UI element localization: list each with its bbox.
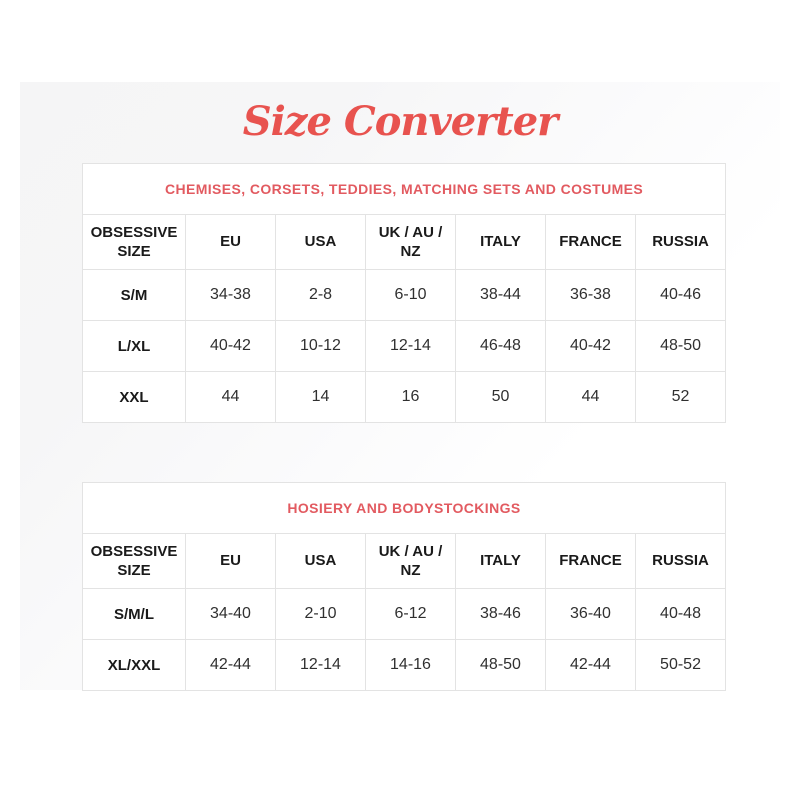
size-value: 6-10: [365, 269, 456, 321]
size-value: 40-42: [185, 320, 276, 372]
table-caption-row: CHEMISES, CORSETS, TEDDIES, MATCHING SET…: [81, 163, 727, 215]
table-caption: HOSIERY AND BODYSTOCKINGS: [81, 482, 727, 534]
col-header-italy: ITALY: [455, 214, 546, 270]
col-header-italy: ITALY: [455, 533, 546, 589]
size-value: 2-8: [275, 269, 366, 321]
table-caption-row: HOSIERY AND BODYSTOCKINGS: [81, 482, 727, 534]
size-table-hosiery: HOSIERY AND BODYSTOCKINGS OBSESSIVE SIZE…: [81, 482, 727, 691]
size-value: 48-50: [634, 320, 727, 372]
size-value: 38-46: [455, 588, 546, 640]
col-header-uk-au-nz: UK / AU / NZ: [365, 214, 456, 270]
size-value: 44: [545, 371, 636, 423]
size-value: 16: [365, 371, 456, 423]
size-value: 34-38: [185, 269, 276, 321]
table-header-row: OBSESSIVE SIZE EU USA UK / AU / NZ ITALY…: [82, 533, 727, 589]
size-label: S/M: [82, 269, 186, 321]
table-row: L/XL 40-42 10-12 12-14 46-48 40-42 48-50: [82, 320, 727, 372]
table-row: XXL 44 14 16 50 44 52: [82, 371, 727, 423]
size-value: 40-46: [634, 269, 727, 321]
col-header-usa: USA: [275, 533, 366, 589]
size-value: 12-14: [365, 320, 456, 372]
size-label: XL/XXL: [82, 639, 186, 691]
table-row: S/M 34-38 2-8 6-10 38-44 36-38 40-46: [82, 269, 727, 321]
size-value: 36-40: [545, 588, 636, 640]
col-header-france: FRANCE: [545, 533, 636, 589]
size-value: 42-44: [185, 639, 276, 691]
size-value: 6-12: [365, 588, 456, 640]
size-label: S/M/L: [82, 588, 186, 640]
col-header-russia: RUSSIA: [634, 533, 727, 589]
size-value: 50: [455, 371, 546, 423]
col-header-eu: EU: [185, 533, 276, 589]
size-converter-panel: Size Converter CHEMISES, CORSETS, TEDDIE…: [20, 82, 780, 691]
size-value: 2-10: [275, 588, 366, 640]
col-header-uk-au-nz: UK / AU / NZ: [365, 533, 456, 589]
col-header-france: FRANCE: [545, 214, 636, 270]
table-caption: CHEMISES, CORSETS, TEDDIES, MATCHING SET…: [81, 163, 727, 215]
table-row: S/M/L 34-40 2-10 6-12 38-46 36-40 40-48: [82, 588, 727, 640]
col-header-eu: EU: [185, 214, 276, 270]
size-value: 40-48: [634, 588, 727, 640]
size-value: 10-12: [275, 320, 366, 372]
size-value: 34-40: [185, 588, 276, 640]
size-value: 44: [185, 371, 276, 423]
col-header-obsessive-size: OBSESSIVE SIZE: [82, 533, 186, 589]
size-label: XXL: [82, 371, 186, 423]
col-header-russia: RUSSIA: [634, 214, 727, 270]
size-value: 14-16: [365, 639, 456, 691]
table-header-row: OBSESSIVE SIZE EU USA UK / AU / NZ ITALY…: [82, 214, 727, 270]
page-title: Size Converter: [242, 98, 559, 145]
size-value: 46-48: [455, 320, 546, 372]
size-table-chemises: CHEMISES, CORSETS, TEDDIES, MATCHING SET…: [81, 163, 727, 423]
size-value: 36-38: [545, 269, 636, 321]
size-value: 50-52: [634, 639, 727, 691]
table-row: XL/XXL 42-44 12-14 14-16 48-50 42-44 50-…: [82, 639, 727, 691]
size-value: 42-44: [545, 639, 636, 691]
size-value: 38-44: [455, 269, 546, 321]
size-label: L/XL: [82, 320, 186, 372]
col-header-usa: USA: [275, 214, 366, 270]
size-value: 48-50: [455, 639, 546, 691]
size-value: 14: [275, 371, 366, 423]
size-value: 52: [634, 371, 727, 423]
size-value: 12-14: [275, 639, 366, 691]
col-header-obsessive-size: OBSESSIVE SIZE: [82, 214, 186, 270]
size-value: 40-42: [545, 320, 636, 372]
